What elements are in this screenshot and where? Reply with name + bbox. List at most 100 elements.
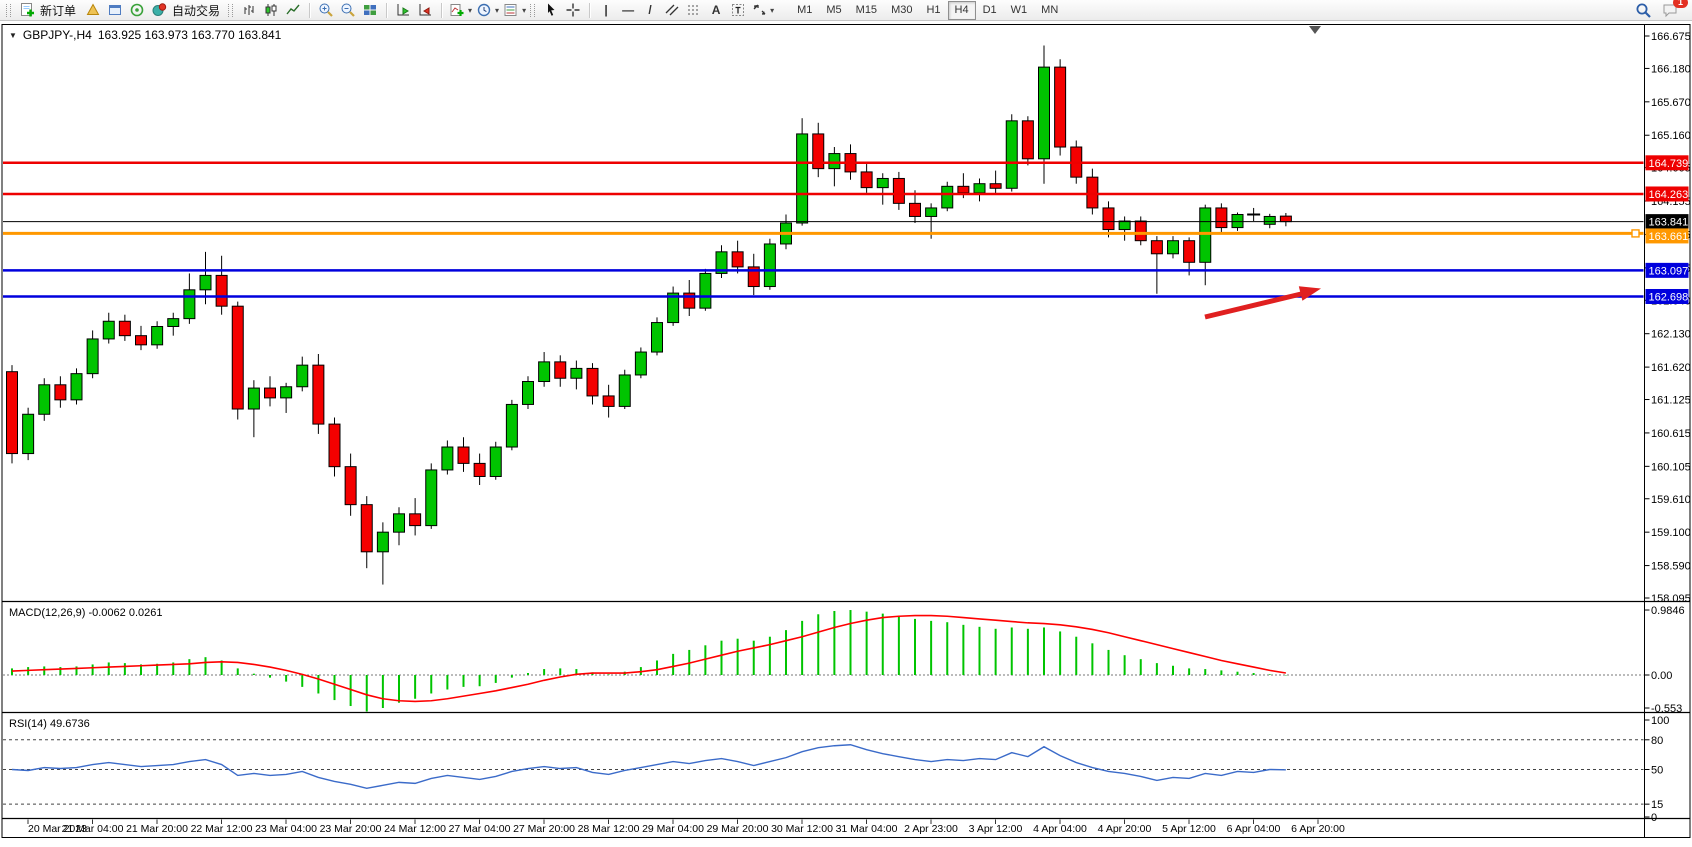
- toolbar-separator: [309, 2, 311, 18]
- price-tag-162.698: 162.698: [1645, 288, 1689, 304]
- auto-trading-label[interactable]: 自动交易: [172, 3, 221, 18]
- chart-shift-button[interactable]: [414, 1, 436, 19]
- time-tick-label: 21 Mar 04:00: [62, 823, 124, 835]
- tile-windows-button[interactable]: [359, 1, 381, 19]
- bear-candle: [409, 513, 422, 527]
- timeframe-m5-button[interactable]: M5: [826, 3, 842, 16]
- chevron-down-icon[interactable]: ▾: [522, 5, 527, 15]
- tile-windows-icon: [364, 5, 377, 15]
- cursor-button[interactable]: [540, 1, 562, 19]
- ohlc-values: 163.925 163.973 163.770 163.841: [97, 28, 282, 42]
- bull-candle: [634, 351, 647, 376]
- timeframe-d1-button[interactable]: D1: [982, 3, 997, 16]
- annotation-arrow-head-icon[interactable]: [1298, 286, 1321, 301]
- timeframe-h4-button[interactable]: H4: [947, 0, 976, 20]
- horizontal-line-button[interactable]: —: [622, 3, 635, 17]
- rsi-label: RSI(14) 49.6736: [9, 718, 90, 730]
- bull-candle: [715, 251, 728, 274]
- price-tick-label: 165.670: [1651, 97, 1691, 109]
- zoom-in-button[interactable]: [315, 1, 337, 19]
- timeframe-h1-button[interactable]: H1: [926, 3, 941, 16]
- bar-chart-icon: [244, 5, 254, 15]
- timeframe-mn-button[interactable]: MN: [1041, 3, 1059, 16]
- price-tag-163.097: 163.097: [1645, 262, 1689, 278]
- macd-signal-line: [11, 614, 1287, 703]
- symbol-name: GBPJPY-,H4: [22, 28, 92, 42]
- trendline-button[interactable]: /: [648, 3, 652, 17]
- templates-button[interactable]: ▾: [501, 1, 528, 19]
- zoom-out-button[interactable]: [337, 1, 359, 19]
- bear-candle: [989, 183, 1002, 189]
- time-tick-label: 28 Mar 12:00: [578, 823, 640, 835]
- right-toolbar: 1: [1632, 0, 1688, 19]
- rsi-axis-label: 0: [1651, 812, 1657, 824]
- timeframe-m1-button[interactable]: M1: [797, 3, 813, 16]
- chevron-down-icon[interactable]: ▾: [495, 5, 500, 15]
- equidistant-channel-icon: [665, 4, 679, 16]
- collapse-triangle-icon[interactable]: ▼: [9, 30, 17, 40]
- bull-candle: [796, 133, 809, 224]
- bear-candle: [231, 305, 244, 410]
- auto-trading-icon: [152, 3, 167, 16]
- bull-candle: [505, 403, 518, 448]
- line-chart-button[interactable]: [282, 1, 304, 19]
- vertical-line-button[interactable]: |: [604, 3, 608, 17]
- add-indicator-button[interactable]: ▾: [447, 1, 474, 19]
- price-tick-label: 158.590: [1651, 561, 1691, 573]
- timeframe-w1-button[interactable]: W1: [1010, 3, 1028, 16]
- bull-candle: [828, 153, 841, 170]
- zoom-in-icon: [319, 3, 333, 17]
- search-button[interactable]: [1632, 1, 1654, 19]
- timeframe-m30-button[interactable]: M30: [891, 3, 913, 16]
- annotation-arrow-shaft[interactable]: [1204, 291, 1302, 320]
- bar-chart-button[interactable]: [238, 1, 260, 19]
- bull-candle: [570, 367, 583, 379]
- svg-text:163.661: 163.661: [1649, 231, 1689, 243]
- time-tick-label: 21 Mar 20:00: [126, 823, 188, 835]
- bull-candle: [167, 318, 180, 327]
- toolbar-grip[interactable]: [530, 3, 536, 17]
- price-tick-label: 161.125: [1651, 395, 1691, 407]
- bear-candle: [747, 266, 760, 288]
- price-tag-164.739: 164.739: [1645, 155, 1689, 171]
- auto-trading-button[interactable]: [148, 1, 170, 19]
- new-order-button[interactable]: [16, 1, 38, 19]
- crosshair-button[interactable]: [562, 1, 584, 19]
- history-center-button[interactable]: [82, 1, 104, 19]
- fibonacci-button[interactable]: [683, 1, 705, 19]
- chart-window-button[interactable]: [104, 1, 126, 19]
- bear-candle: [1150, 240, 1163, 255]
- macd-label: MACD(12,26,9) -0.0062 0.0261: [9, 607, 163, 619]
- price-tag-163.841: 163.841: [1645, 214, 1689, 230]
- chat-button[interactable]: 1: [1660, 0, 1688, 19]
- bull-candle: [489, 446, 502, 477]
- shift-marker-icon[interactable]: [1309, 26, 1321, 34]
- bull-candle: [425, 469, 438, 527]
- timeframe-m15-button[interactable]: M15: [855, 3, 878, 16]
- text-button[interactable]: A: [711, 3, 721, 17]
- bull-candle: [393, 513, 405, 533]
- svg-text:162.698: 162.698: [1649, 291, 1689, 303]
- toolbar-grip[interactable]: [6, 3, 11, 17]
- bull-candle: [280, 386, 293, 399]
- periods-button[interactable]: ▾: [474, 1, 501, 19]
- toolbar-grip[interactable]: [228, 3, 234, 17]
- auto-scroll-button[interactable]: [392, 1, 414, 19]
- bull-candle: [973, 183, 986, 194]
- timeframe-toolbar: M1 M5 M15 M30 H1 H4 D1 W1 MN: [790, 0, 1065, 20]
- time-tick-label: 29 Mar 20:00: [707, 823, 769, 835]
- arrows-icon: [753, 4, 766, 15]
- bear-candle: [264, 387, 276, 399]
- arrows-button[interactable]: ▾: [749, 1, 776, 19]
- candlestick-chart-button[interactable]: [260, 1, 282, 19]
- orange-line-handle[interactable]: [1631, 229, 1640, 238]
- svg-text:164.739: 164.739: [1649, 158, 1689, 170]
- chevron-down-icon[interactable]: ▾: [468, 5, 473, 15]
- text-label-button[interactable]: [727, 1, 749, 19]
- equidistant-channel-button[interactable]: [661, 1, 683, 19]
- templates-icon: [504, 4, 517, 16]
- signal-button[interactable]: [126, 1, 148, 19]
- chevron-down-icon[interactable]: ▾: [770, 5, 775, 15]
- new-order-label[interactable]: 新订单: [40, 3, 77, 18]
